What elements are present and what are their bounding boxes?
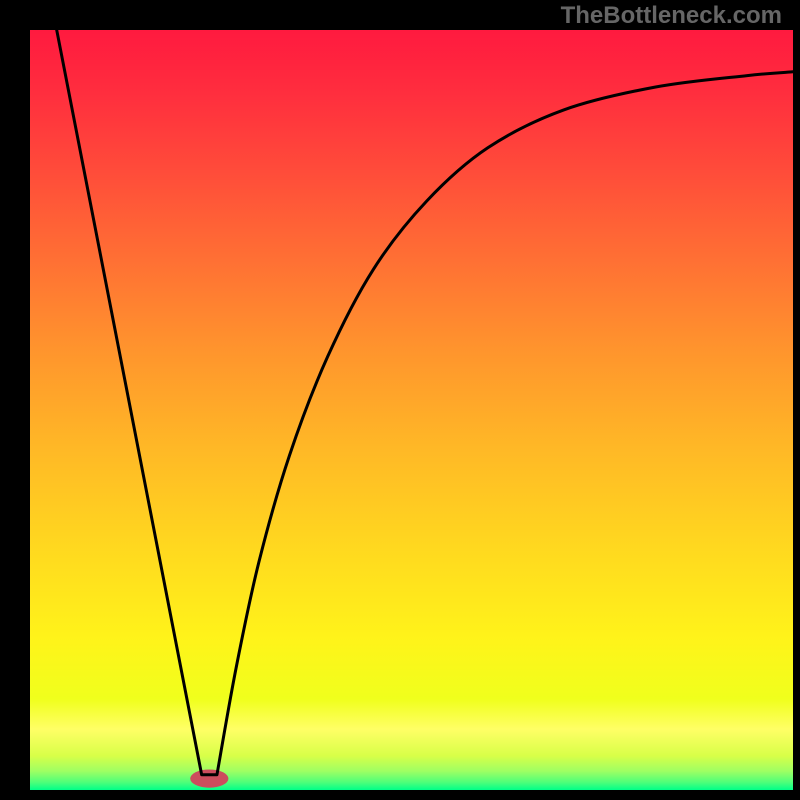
bottleneck-chart (0, 0, 800, 800)
gradient-background (30, 30, 793, 790)
chart-root: TheBottleneck.com (0, 0, 800, 800)
minimum-marker (190, 769, 228, 787)
attribution-text: TheBottleneck.com (561, 2, 782, 30)
